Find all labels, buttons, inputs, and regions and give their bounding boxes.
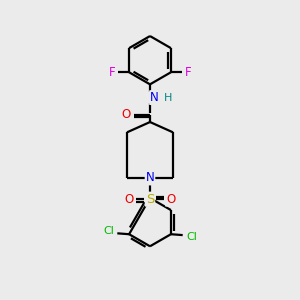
Text: S: S xyxy=(146,193,154,206)
Text: O: O xyxy=(125,193,134,206)
Text: F: F xyxy=(109,66,116,79)
Text: H: H xyxy=(164,93,172,103)
Text: N: N xyxy=(146,172,154,184)
Text: F: F xyxy=(184,66,191,79)
Text: Cl: Cl xyxy=(186,232,197,242)
Text: O: O xyxy=(122,108,131,121)
Text: Cl: Cl xyxy=(103,226,114,236)
Text: O: O xyxy=(166,193,175,206)
Text: N: N xyxy=(150,91,159,104)
